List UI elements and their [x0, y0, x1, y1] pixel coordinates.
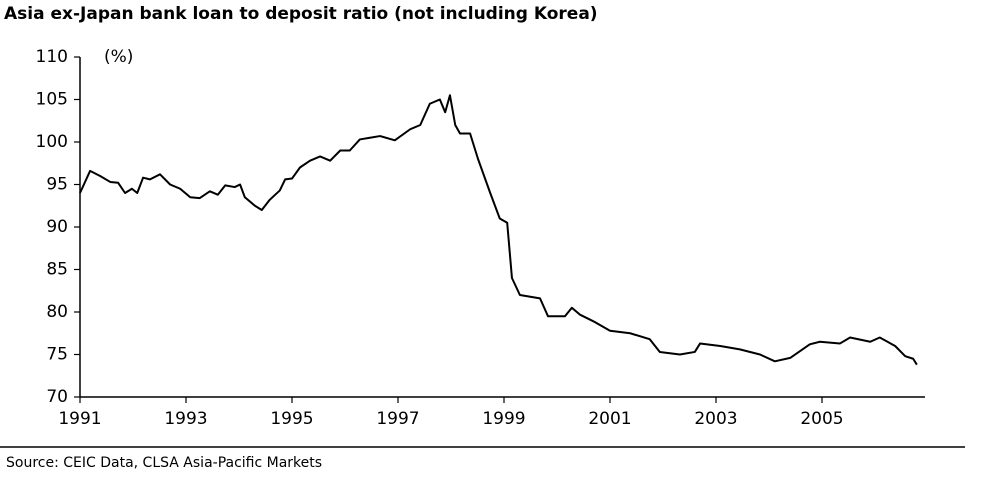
y-tick-label: 85	[46, 260, 68, 280]
x-tick-label: 2001	[588, 409, 631, 429]
x-tick-label: 1995	[270, 409, 313, 429]
y-axis-label: (%)	[104, 47, 133, 67]
y-tick-label: 100	[36, 132, 68, 152]
y-tick-label: 70	[46, 387, 68, 407]
y-tick-label: 105	[36, 90, 68, 110]
data-line	[79, 94, 918, 366]
y-tick-label: 90	[46, 217, 68, 237]
y-tick-label: 95	[46, 175, 68, 195]
x-tick-label: 1997	[376, 409, 419, 429]
x-tick-label: 1991	[58, 409, 101, 429]
source-note: Source: CEIC Data, CLSA Asia-Pacific Mar…	[6, 455, 322, 471]
y-tick-label: 80	[46, 302, 68, 322]
y-tick-label: 110	[36, 47, 68, 67]
x-tick-label: 1993	[164, 409, 207, 429]
x-tick-label: 2005	[800, 409, 843, 429]
chart-title: Asia ex-Japan bank loan to deposit ratio…	[4, 4, 598, 24]
x-tick-label: 2003	[694, 409, 737, 429]
x-tick-label: 1999	[482, 409, 525, 429]
y-tick-label: 75	[46, 345, 68, 365]
